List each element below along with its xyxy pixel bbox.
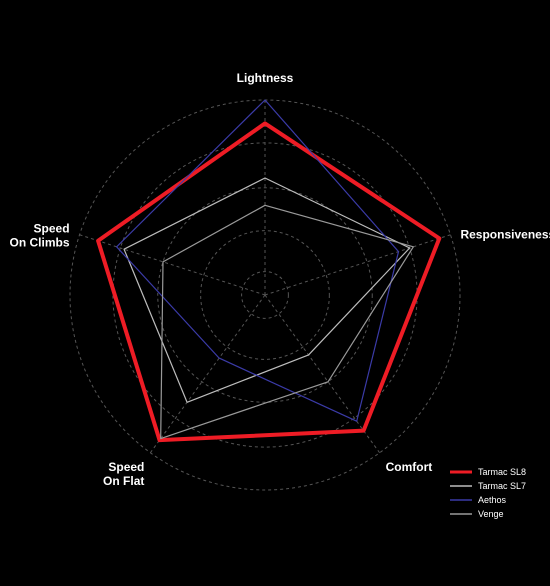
axis-label: Lightness [237,71,294,85]
axis-label-line: Lightness [237,71,294,85]
axis-label-line: Responsiveness [460,228,550,242]
axis-label-line: On Flat [103,474,144,488]
axis-label: SpeedOn Flat [103,460,144,488]
axis-label: Comfort [386,460,433,474]
axis-label: Responsiveness [460,228,550,242]
legend-label: Tarmac SL8 [478,467,526,477]
legend-label: Tarmac SL7 [478,481,526,491]
axis-label-line: On Climbs [10,236,70,250]
axis-label-line: Comfort [386,460,433,474]
radar-chart: LightnessResponsivenessComfortSpeedOn Fl… [0,0,550,586]
axis-label-line: Speed [108,460,144,474]
legend-label: Venge [478,509,504,519]
legend-label: Aethos [478,495,507,505]
axis-label-line: Speed [34,222,70,236]
chart-background [0,0,550,586]
